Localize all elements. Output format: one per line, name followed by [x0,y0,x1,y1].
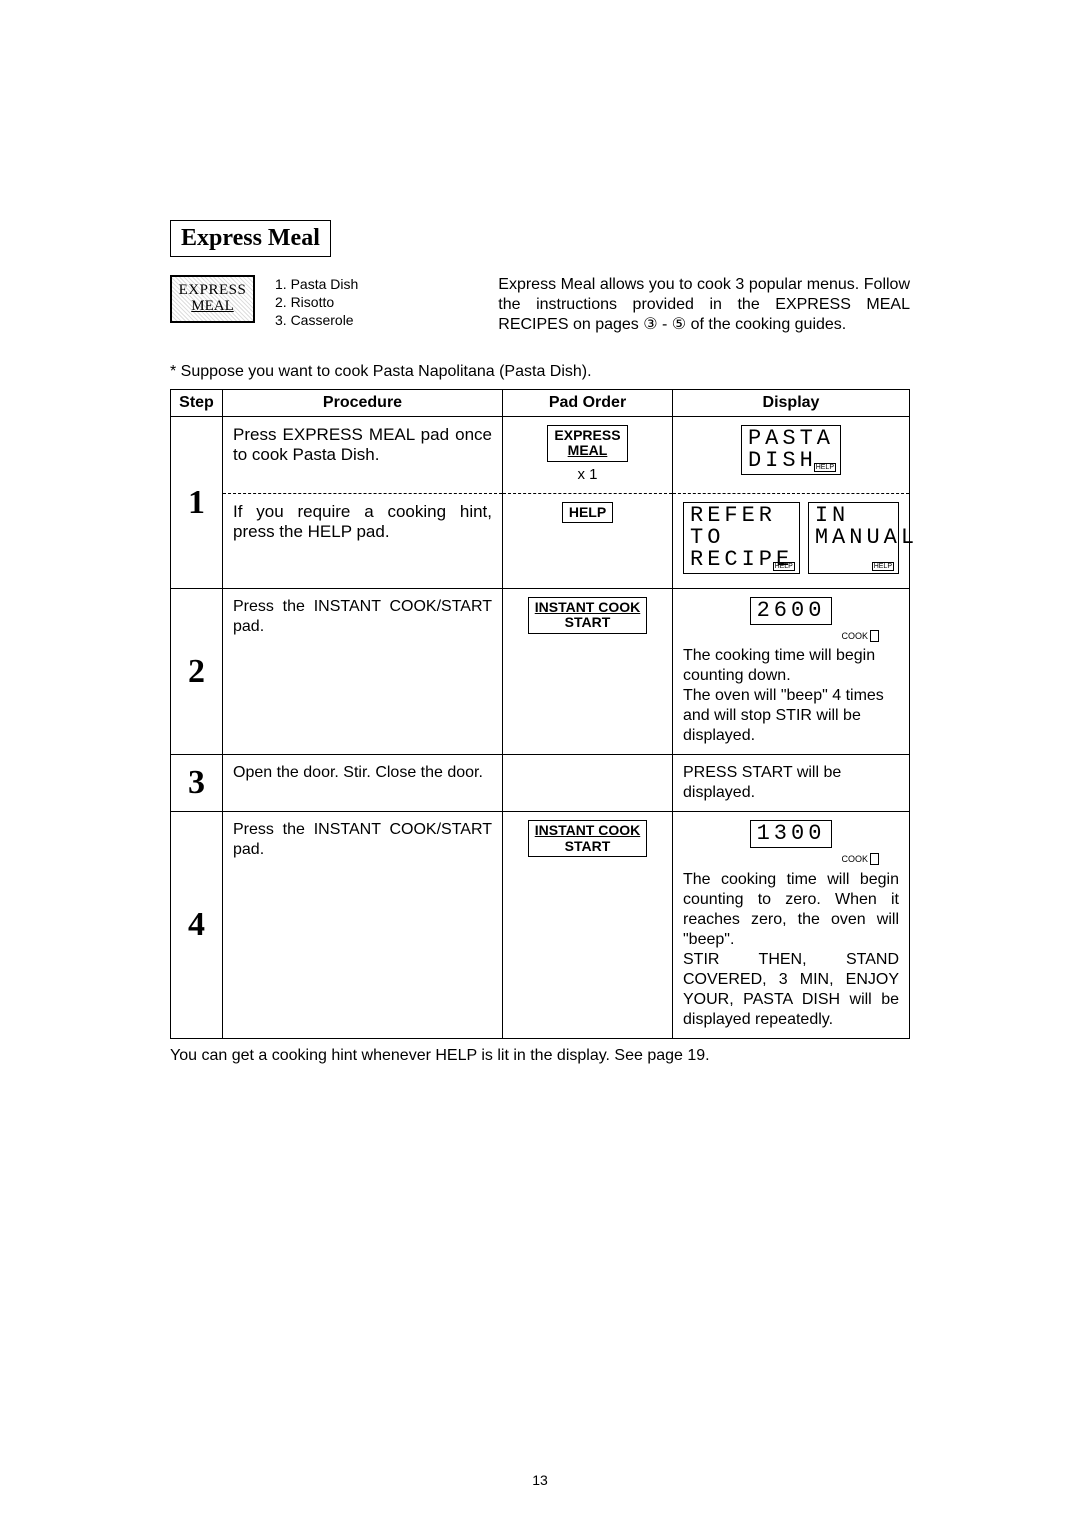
lcd-line: IN [815,505,892,527]
menu-item-2: 2. Risotto [275,293,358,311]
lcd-line: MANUAL [815,527,892,549]
lcd-display: 1300 [750,820,833,848]
display-note: STIR THEN, STAND COVERED, 3 MIN, ENJOY Y… [683,950,899,1030]
display-note: The cooking time will begin counting dow… [683,646,899,686]
display-cell: 2600 COOK The cooking time will begin co… [673,589,910,755]
intro-text: Express Meal allows you to cook 3 popula… [498,275,910,335]
pad-cell-empty [503,755,673,812]
pad-line: MEAL [554,443,620,458]
intro-row: EXPRESS MEAL 1. Pasta Dish 2. Risotto 3.… [170,275,910,335]
step-number: 2 [171,589,223,755]
table-row: 1 Press EXPRESS MEAL pad once to cook Pa… [171,417,910,589]
proc-cell: Press EXPRESS MEAL pad once to cook Past… [223,417,503,589]
cook-indicator: COOK [683,854,879,865]
help-indicator: HELP [872,562,894,571]
th-procedure: Procedure [223,390,503,417]
instant-cook-start-button: INSTANT COOK START [528,820,648,857]
proc-text: Open the door. Stir. Close the door. [223,755,503,812]
manual-page: Express Meal EXPRESS MEAL 1. Pasta Dish … [0,0,1080,1528]
lcd-display: 2600 [750,597,833,625]
help-button: HELP [562,502,613,523]
display-cell: 1300 COOK The cooking time will begin co… [673,812,910,1038]
menu-list: 1. Pasta Dish 2. Risotto 3. Casserole [275,275,358,330]
menu-item-1: 1. Pasta Dish [275,275,358,293]
lcd-display: IN MANUAL HELP [808,502,899,574]
procedure-table: Step Procedure Pad Order Display 1 Press… [170,389,910,1039]
pad-cell: EXPRESS MEAL x 1 HELP [503,417,673,589]
lcd-line: PASTA [748,428,834,450]
th-step: Step [171,390,223,417]
section-title: Express Meal [170,220,331,257]
cook-indicator: COOK [683,631,879,642]
pad-label-line2: MEAL [174,299,251,315]
pad-label-line1: EXPRESS [174,283,251,299]
step-number: 4 [171,812,223,1038]
express-meal-button: EXPRESS MEAL [547,425,627,462]
lcd-display: REFER TO RECIPE HELP [683,502,800,574]
proc-text: Press the INSTANT COOK/START pad. [223,589,503,755]
pad-line: START [535,839,641,854]
proc-text: Press the INSTANT COOK/START pad. [223,812,503,1038]
display-note: The cooking time will begin counting to … [683,870,899,950]
page-number: 13 [0,1472,1080,1488]
pad-line: START [535,615,641,630]
example-line: * Suppose you want to cook Pasta Napolit… [170,363,910,381]
pad-line: INSTANT COOK [535,600,641,615]
step-number: 1 [171,417,223,589]
table-row: 4 Press the INSTANT COOK/START pad. INST… [171,812,910,1038]
footnote: You can get a cooking hint whenever HELP… [170,1047,910,1065]
lcd-time: 1300 [757,821,826,846]
pad-cell: INSTANT COOK START [503,812,673,1038]
th-display: Display [673,390,910,417]
press-count: x 1 [513,466,662,483]
pad-line: EXPRESS [554,428,620,443]
pad-cell: INSTANT COOK START [503,589,673,755]
proc-text: If you require a cooking hint, press the… [223,494,502,556]
display-cell: PRESS START will be displayed. [673,755,910,812]
table-row: 3 Open the door. Stir. Close the door. P… [171,755,910,812]
lcd-display: PASTA DISH HELP [741,425,841,475]
step-number: 3 [171,755,223,812]
menu-item-3: 3. Casserole [275,311,358,329]
proc-text: Press EXPRESS MEAL pad once to cook Past… [223,417,502,493]
display-note: The oven will "beep" 4 times and will st… [683,686,899,746]
th-pad-order: Pad Order [503,390,673,417]
express-meal-pad: EXPRESS MEAL [170,275,255,323]
lcd-line: REFER TO [690,505,793,549]
pad-line: INSTANT COOK [535,823,641,838]
lcd-time: 2600 [757,598,826,623]
display-cell: PASTA DISH HELP REFER TO [673,417,910,589]
instant-cook-start-button: INSTANT COOK START [528,597,648,634]
help-indicator: HELP [814,463,836,472]
help-indicator: HELP [773,562,795,571]
table-row: 2 Press the INSTANT COOK/START pad. INST… [171,589,910,755]
